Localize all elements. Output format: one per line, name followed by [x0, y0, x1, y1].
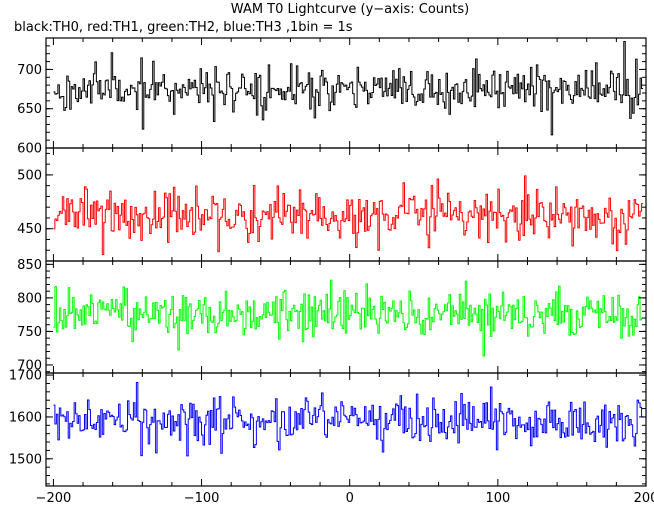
y-tick-label: 600 — [17, 142, 42, 157]
series-line-th3 — [53, 381, 644, 457]
y-tick-label: 1500 — [9, 452, 42, 467]
x-tick-label: −200 — [36, 491, 72, 505]
y-tick-label: 1600 — [9, 410, 42, 425]
panel-frame — [45, 372, 647, 487]
y-tick-label: 1700 — [9, 369, 42, 384]
panels-group: 600 650 700 450 500 700 750 800 850 1500 1600 1700 — [9, 37, 647, 487]
x-tick-label: 200 — [634, 491, 654, 505]
panel-th1: 450 500 — [17, 147, 647, 262]
series-line-th1 — [53, 175, 644, 255]
series-line-th0 — [53, 40, 644, 136]
x-axis: −200 −100 0 100 200 — [36, 491, 654, 505]
y-tick-label: 500 — [17, 168, 42, 183]
y-tick-label: 850 — [17, 258, 42, 273]
panel-th0: 600 650 700 — [17, 37, 647, 157]
y-tick-label: 750 — [17, 325, 42, 340]
y-tick-label: 650 — [17, 102, 42, 117]
y-tick-label: 800 — [17, 291, 42, 306]
x-tick-label: 0 — [346, 491, 354, 505]
figure-title: WAM T0 Lightcurve (y−axis: Counts) — [231, 2, 469, 17]
x-tick-label: −100 — [184, 491, 220, 505]
figure-subtitle: black:TH0, red:TH1, green:TH2, blue:TH3 … — [14, 20, 353, 35]
y-tick-label: 450 — [17, 222, 42, 237]
panel-th2: 700 750 800 850 — [17, 258, 647, 374]
x-tick-label: 100 — [485, 491, 510, 505]
y-tick-label: 700 — [17, 63, 42, 78]
series-line-th2 — [53, 279, 644, 357]
panel-th3: 1500 1600 1700 — [9, 369, 647, 487]
y-tick-label: 700 — [17, 358, 42, 373]
